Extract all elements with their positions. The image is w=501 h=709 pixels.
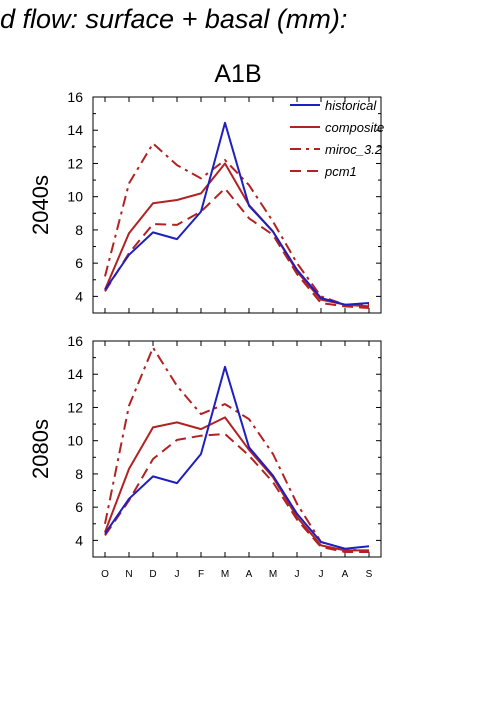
series-line-miroc_3.2 — [104, 346, 370, 553]
x-tick-label: A — [342, 569, 349, 580]
y-tick-label: 14 — [67, 122, 83, 138]
x-tick-label: M — [221, 569, 229, 580]
plot-frame — [92, 96, 382, 314]
x-tick-label: J — [295, 569, 300, 580]
plot-frame — [92, 340, 382, 558]
x-tick-label: D — [149, 569, 156, 580]
y-tick-label: 6 — [75, 499, 83, 515]
series-line-composite — [104, 416, 369, 552]
x-tick-label: M — [269, 569, 277, 580]
y-tick-label: 8 — [75, 466, 83, 482]
y-tick-label: 10 — [67, 433, 83, 449]
series-line-pcm1 — [104, 187, 370, 309]
legend: historical composite miroc_3.2 pcm1 — [290, 98, 384, 179]
x-tick-label: A — [246, 569, 253, 580]
y-tick-label: 4 — [75, 288, 83, 304]
panel-2080s: 4 6 8 10 12 14 16 2080s O N D J F M A M J J A S — [28, 333, 382, 580]
y-tick-label: 12 — [67, 399, 83, 415]
y-tick-label: 4 — [75, 532, 83, 548]
panel-label: 2040s — [28, 175, 53, 235]
y-tick-label: 16 — [67, 89, 83, 105]
legend-label-historical: historical — [325, 98, 377, 113]
panel-label: 2080s — [28, 419, 53, 479]
series-line-miroc_3.2 — [104, 142, 369, 306]
x-tick-label: N — [125, 569, 132, 580]
x-tick-label: J — [175, 569, 180, 580]
y-tick-label: 16 — [67, 333, 83, 349]
x-tick-label: O — [101, 569, 109, 580]
y-tick-label: 12 — [67, 155, 83, 171]
y-tick-label: 6 — [75, 255, 83, 271]
legend-label-composite: composite — [325, 120, 384, 135]
scenario-title: A1B — [214, 60, 261, 88]
figure-title: d flow: surface + basal (mm): — [0, 4, 348, 34]
series-line-historical — [104, 121, 370, 306]
legend-label-pcm1: pcm1 — [324, 164, 357, 179]
x-tick-label: S — [366, 569, 373, 580]
x-tick-label: J — [319, 569, 324, 580]
y-tick-label: 10 — [67, 189, 83, 205]
series-line-composite — [104, 162, 370, 308]
series-line-pcm1 — [104, 433, 369, 553]
series-line-historical — [104, 365, 370, 550]
legend-label-miroc_3.2: miroc_3.2 — [325, 142, 383, 157]
x-tick-label: F — [198, 569, 204, 580]
panel-2040s: 4 6 8 10 12 14 16 2040s — [28, 89, 382, 314]
y-tick-label: 14 — [67, 366, 83, 382]
y-tick-label: 8 — [75, 222, 83, 238]
